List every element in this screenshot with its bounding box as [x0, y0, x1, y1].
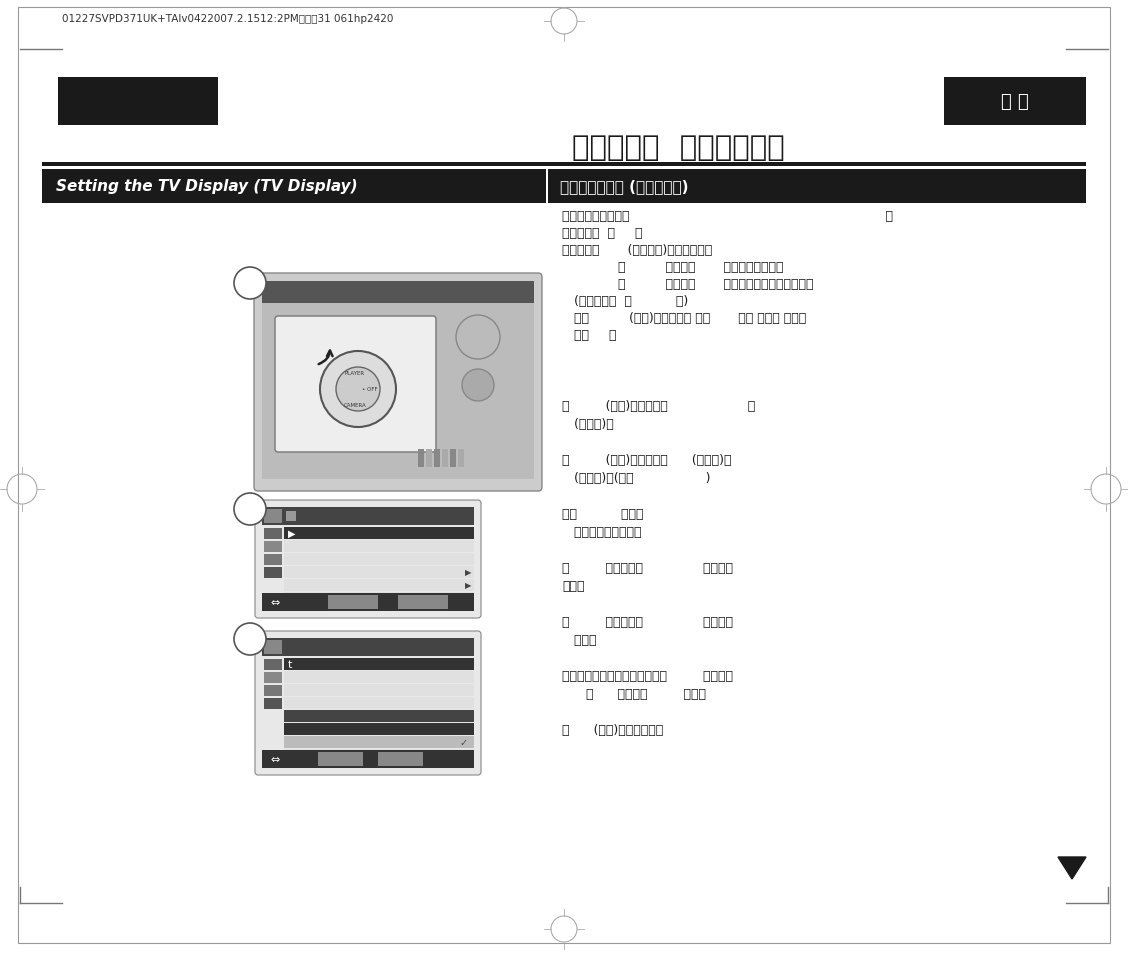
Circle shape	[233, 268, 266, 299]
Circle shape	[336, 368, 380, 412]
Bar	[284, 684, 474, 697]
Text: 臺 灣: 臺 灣	[1002, 92, 1029, 111]
Text: 設定電視機顯示 (電視機顯示): 設定電視機顯示 (電視機顯示)	[559, 179, 688, 194]
FancyBboxPatch shape	[255, 500, 481, 618]
Bar	[262, 750, 474, 768]
Text: 按      (選單)按鈕以結束。: 按 (選單)按鈕以結束。	[562, 723, 663, 737]
Text: 將         (模式)開關設定為      (錄影帶)或: 將 (模式)開關設定為 (錄影帶)或	[562, 454, 731, 467]
Circle shape	[233, 494, 266, 525]
Bar	[284, 554, 474, 565]
Polygon shape	[1058, 857, 1086, 879]
Bar	[262, 304, 534, 479]
Bar	[42, 163, 1086, 167]
Bar	[434, 450, 440, 468]
Bar	[264, 510, 282, 523]
Text: CAMERA: CAMERA	[344, 403, 367, 408]
Text: 使用          (顯示)按鈕來開啟 關閉       螢幕 觀景窗 電視機: 使用 (顯示)按鈕來開啟 關閉 螢幕 觀景窗 電視機	[562, 312, 807, 325]
Bar	[284, 566, 474, 578]
Bar	[287, 512, 296, 521]
Text: 按鈕。: 按鈕。	[562, 579, 584, 593]
Bar	[284, 540, 474, 553]
Text: 按下           按鈕。: 按下 按鈕。	[562, 507, 643, 520]
Bar	[442, 450, 448, 468]
Text: PLAYER: PLAYER	[345, 371, 365, 376]
FancyBboxPatch shape	[254, 274, 541, 492]
FancyBboxPatch shape	[255, 631, 481, 775]
Bar	[284, 527, 474, 539]
Circle shape	[462, 370, 494, 401]
Bar	[264, 685, 282, 697]
Circle shape	[456, 315, 500, 359]
Bar	[264, 672, 282, 683]
Bar	[264, 555, 282, 565]
Text: 或      ，然後按         按鈕。: 或 ，然後按 按鈕。	[562, 687, 706, 700]
Text: 按鈕。: 按鈕。	[562, 634, 597, 646]
Bar	[284, 698, 474, 709]
Bar	[264, 529, 282, 539]
Bar	[284, 659, 474, 670]
Text: 將         (電源)開關設定為                    或: 將 (電源)開關設定為 或	[562, 399, 756, 413]
Bar	[262, 507, 474, 525]
Text: 選單清單將會顯示。: 選單清單將會顯示。	[562, 525, 642, 538]
Bar	[284, 710, 474, 722]
FancyBboxPatch shape	[275, 316, 437, 453]
Text: 式下操作。  第     頁: 式下操作。 第 頁	[562, 227, 643, 240]
Bar	[264, 567, 282, 578]
Bar	[378, 752, 423, 766]
Bar	[284, 579, 474, 592]
Text: t: t	[288, 659, 292, 669]
Bar	[284, 671, 474, 683]
Bar	[284, 723, 474, 735]
Text: ：          僅顯示在       螢幕和觀景窗中。: ： 僅顯示在 螢幕和觀景窗中。	[562, 261, 784, 274]
Text: 01227SVPD371UK+TAIv0422007.2.1512:2PM페이지31 061hp2420: 01227SVPD371UK+TAIv0422007.2.1512:2PM페이지…	[62, 14, 394, 24]
Bar	[264, 659, 282, 670]
Bar	[264, 541, 282, 553]
Bar	[398, 596, 448, 609]
Text: (連接至電視  第           頁): (連接至電視 第 頁)	[562, 294, 688, 308]
Text: 起始設定：  顯示選單設定: 起始設定： 顯示選單設定	[572, 133, 785, 162]
Text: (播放機)。: (播放機)。	[562, 417, 614, 431]
Text: 您可以選擇       (螢幕顯示)的輸出路徑。: 您可以選擇 (螢幕顯示)的輸出路徑。	[562, 244, 712, 256]
Text: ▶: ▶	[465, 568, 472, 577]
Bar	[450, 450, 456, 468]
Text: 上的     。: 上的 。	[562, 329, 617, 341]
Bar	[284, 593, 474, 604]
Bar	[418, 450, 424, 468]
Text: ▶: ▶	[288, 529, 296, 538]
Bar	[426, 450, 432, 468]
Bar	[264, 699, 282, 709]
Bar	[262, 639, 474, 657]
Text: • OFF: • OFF	[362, 387, 378, 392]
Bar	[58, 78, 218, 126]
Text: ✓: ✓	[460, 738, 468, 747]
Text: ⇔: ⇔	[270, 754, 280, 764]
Bar	[328, 596, 378, 609]
Circle shape	[320, 352, 396, 428]
Text: ▶: ▶	[465, 581, 472, 590]
Bar	[458, 450, 464, 468]
Text: 電視機顯示功能可在                                                                模: 電視機顯示功能可在 模	[562, 210, 893, 223]
Bar	[264, 640, 282, 655]
Bar	[42, 170, 546, 204]
Bar	[262, 594, 474, 612]
Text: 按         按鈕以選擇               ，然後按: 按 按鈕以選擇 ，然後按	[562, 561, 733, 575]
Bar	[944, 78, 1086, 126]
Text: 要啟動「電視顯示」功能，請按         按鈕選擇: 要啟動「電視顯示」功能，請按 按鈕選擇	[562, 669, 733, 682]
Text: ⇔: ⇔	[270, 598, 280, 607]
Bar	[548, 170, 1086, 204]
Text: ：          僅顯示在       螢幕、觀景窗和電視機上。: ： 僅顯示在 螢幕、觀景窗和電視機上。	[562, 277, 813, 291]
Bar	[318, 752, 363, 766]
Text: Setting the TV Display (TV Display): Setting the TV Display (TV Display)	[56, 179, 358, 194]
Bar	[284, 749, 474, 761]
Bar	[262, 282, 534, 304]
Text: (記憶卡)。(僅限                  ): (記憶卡)。(僅限 )	[562, 472, 711, 484]
Bar	[284, 737, 474, 748]
Text: 按         按鈕以選擇               ，然後按: 按 按鈕以選擇 ，然後按	[562, 616, 733, 628]
Circle shape	[233, 623, 266, 656]
